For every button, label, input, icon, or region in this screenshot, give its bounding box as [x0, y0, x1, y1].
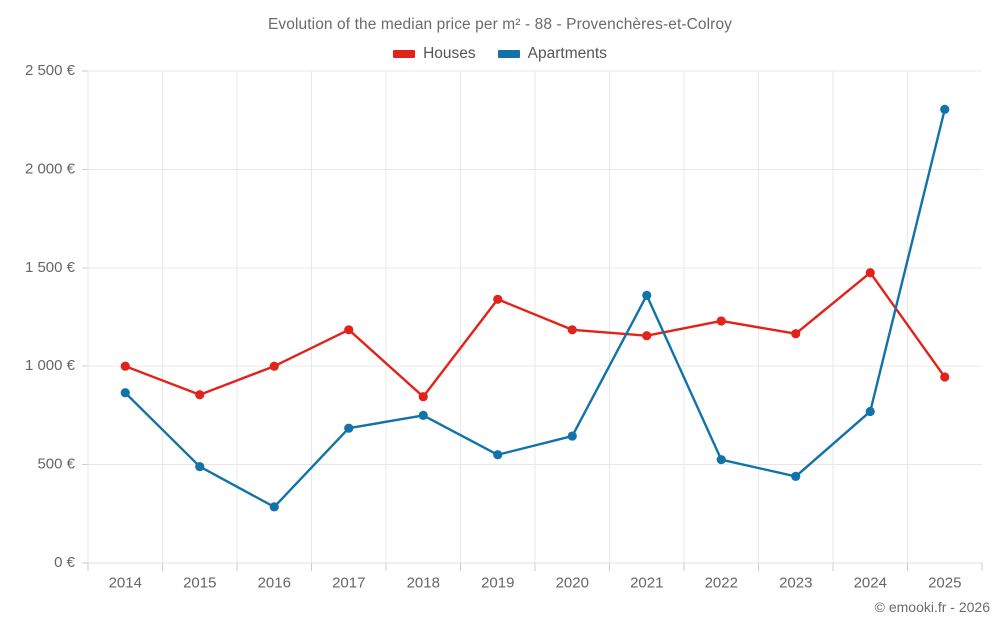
data-point[interactable]	[642, 331, 652, 341]
legend-item-houses[interactable]: Houses	[393, 45, 476, 63]
data-point[interactable]	[791, 471, 801, 482]
data-point[interactable]	[195, 461, 205, 472]
x-axis-label: 2024	[854, 574, 887, 591]
x-axis-label: 2015	[183, 574, 216, 591]
x-axis-label: 2021	[630, 574, 663, 591]
y-axis-label: 500 €	[37, 456, 75, 473]
data-point[interactable]	[716, 455, 726, 465]
x-axis-label: 2019	[481, 574, 514, 591]
data-point[interactable]	[269, 502, 279, 512]
data-point[interactable]	[642, 290, 652, 300]
data-point[interactable]	[567, 325, 577, 335]
data-point[interactable]	[940, 372, 950, 382]
data-point[interactable]	[418, 410, 428, 420]
legend-swatch-houses	[393, 50, 416, 58]
y-axis-label: 1 500 €	[25, 259, 76, 276]
series-line-houses	[124, 271, 946, 398]
chart-legend: Houses Apartments	[0, 45, 1000, 63]
legend-label-houses: Houses	[423, 45, 476, 62]
legend-swatch-apartments	[497, 50, 520, 58]
series-apartments	[120, 104, 950, 512]
data-point[interactable]	[120, 388, 130, 398]
series-houses	[120, 268, 950, 402]
series-line-apartments	[124, 108, 946, 509]
x-axis-label: 2025	[928, 574, 961, 591]
data-point[interactable]	[493, 294, 503, 304]
x-axis-label: 2023	[779, 574, 812, 591]
data-point[interactable]	[269, 361, 279, 371]
data-point[interactable]	[344, 325, 354, 335]
x-axis-label: 2022	[705, 574, 738, 591]
data-point[interactable]	[940, 104, 950, 114]
y-axis-label: 1 000 €	[25, 357, 76, 374]
data-point[interactable]	[493, 450, 503, 460]
data-point[interactable]	[120, 361, 130, 371]
data-point[interactable]	[791, 329, 801, 339]
y-axis-label: 2 000 €	[25, 160, 76, 177]
y-axis-label: 2 500 €	[25, 62, 76, 79]
legend-label-apartments: Apartments	[527, 45, 607, 62]
data-point[interactable]	[865, 268, 875, 278]
data-point[interactable]	[344, 423, 354, 433]
legend-item-apartments[interactable]: Apartments	[497, 45, 607, 63]
y-axis-label: 0 €	[54, 554, 76, 571]
x-axis-label: 2018	[407, 574, 440, 591]
data-point[interactable]	[865, 406, 875, 417]
data-point[interactable]	[195, 390, 205, 400]
data-point[interactable]	[567, 431, 577, 441]
copyright-footer: © emooki.fr - 2026	[874, 599, 990, 615]
chart-title: Evolution of the median price per m² - 8…	[267, 16, 733, 33]
data-point[interactable]	[716, 316, 726, 326]
x-axis-label: 2014	[109, 574, 142, 591]
x-axis-label: 2020	[556, 574, 589, 591]
x-axis-label: 2016	[258, 574, 291, 591]
data-point[interactable]	[418, 392, 428, 402]
x-axis-label: 2017	[332, 574, 365, 591]
